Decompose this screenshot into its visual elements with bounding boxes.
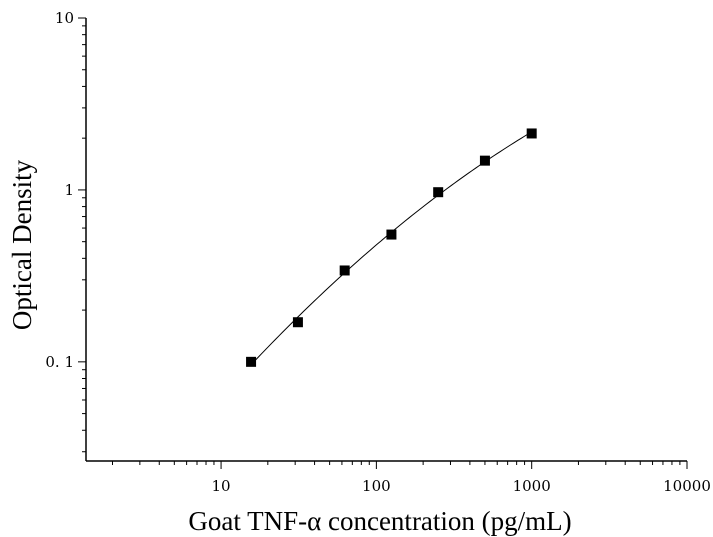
x-axis-ticks: 10 100 1000 10000 [112, 461, 711, 495]
data-point [339, 265, 350, 276]
data-point [246, 356, 257, 367]
y-tick-label: 10 [55, 9, 74, 27]
x-axis-title: Goat TNF-α concentration (pg/mL) [188, 506, 571, 536]
data-point [292, 317, 303, 328]
x-tick-label: 100 [362, 477, 391, 495]
x-tick-label: 10000 [663, 477, 711, 495]
data-point [479, 155, 490, 166]
data-points [246, 128, 537, 367]
data-point [433, 187, 444, 198]
y-tick-label: 1 [64, 181, 74, 199]
fit-curve [250, 131, 532, 366]
y-axis-ticks: 0. 1 1 10 [45, 9, 86, 453]
data-point [386, 229, 397, 240]
x-tick-label: 1000 [513, 477, 551, 495]
y-axis-title: Optical Density [7, 159, 37, 330]
data-point [526, 128, 537, 139]
y-tick-label: 0. 1 [45, 353, 74, 371]
x-tick-label: 10 [212, 477, 231, 495]
